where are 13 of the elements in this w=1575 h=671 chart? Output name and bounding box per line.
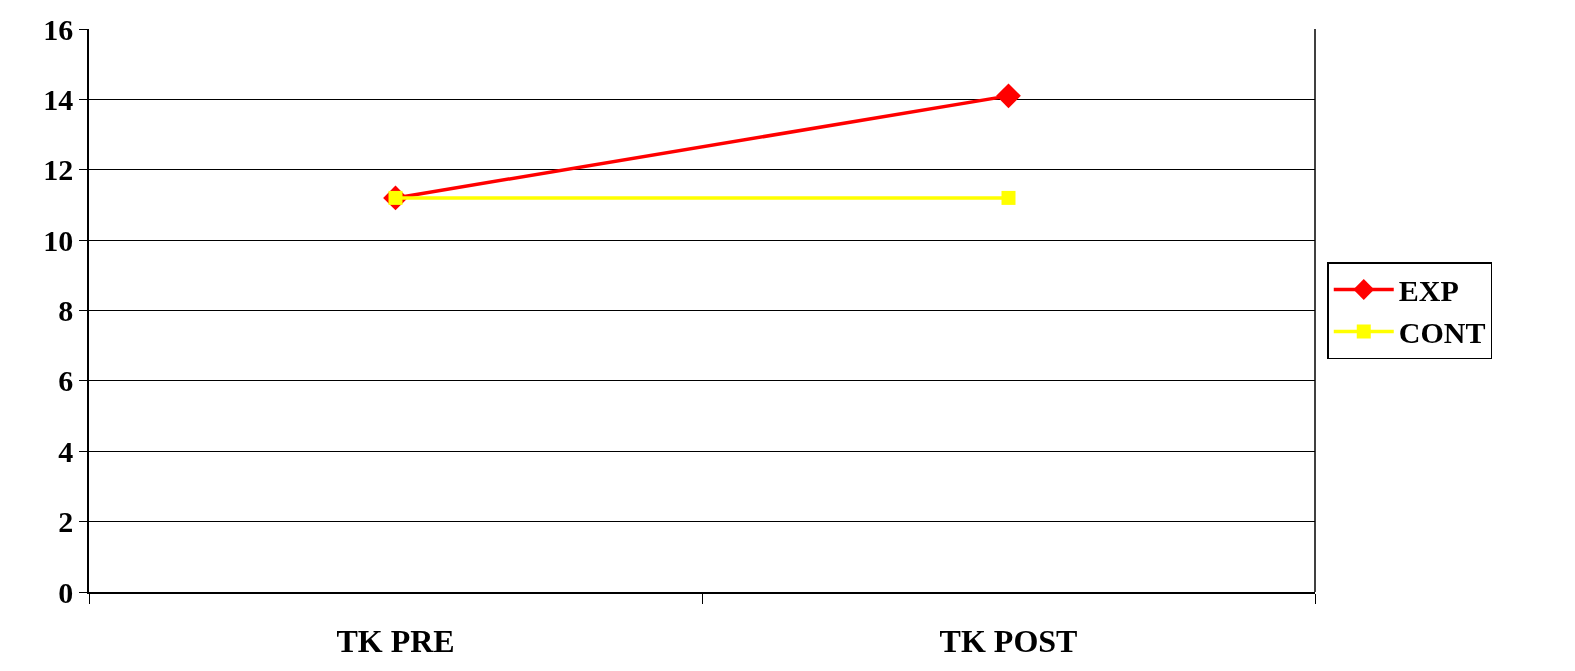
y-tick-label: 4	[58, 434, 74, 468]
legend-label: EXP	[1398, 274, 1459, 308]
y-tick-label: 10	[43, 223, 74, 257]
y-tick-label: 8	[58, 294, 74, 327]
y-tick-label: 2	[58, 505, 74, 539]
legend-label: CONT	[1398, 316, 1486, 350]
y-tick-label: 12	[43, 153, 74, 187]
x-tick-label: TK POST	[939, 623, 1078, 660]
y-tick-label: 6	[58, 364, 74, 398]
y-tick-label: 16	[43, 12, 74, 46]
y-tick-label: 0	[58, 575, 74, 609]
y-tick-label: 14	[43, 82, 74, 116]
x-tick-label: TK PRE	[336, 623, 455, 660]
